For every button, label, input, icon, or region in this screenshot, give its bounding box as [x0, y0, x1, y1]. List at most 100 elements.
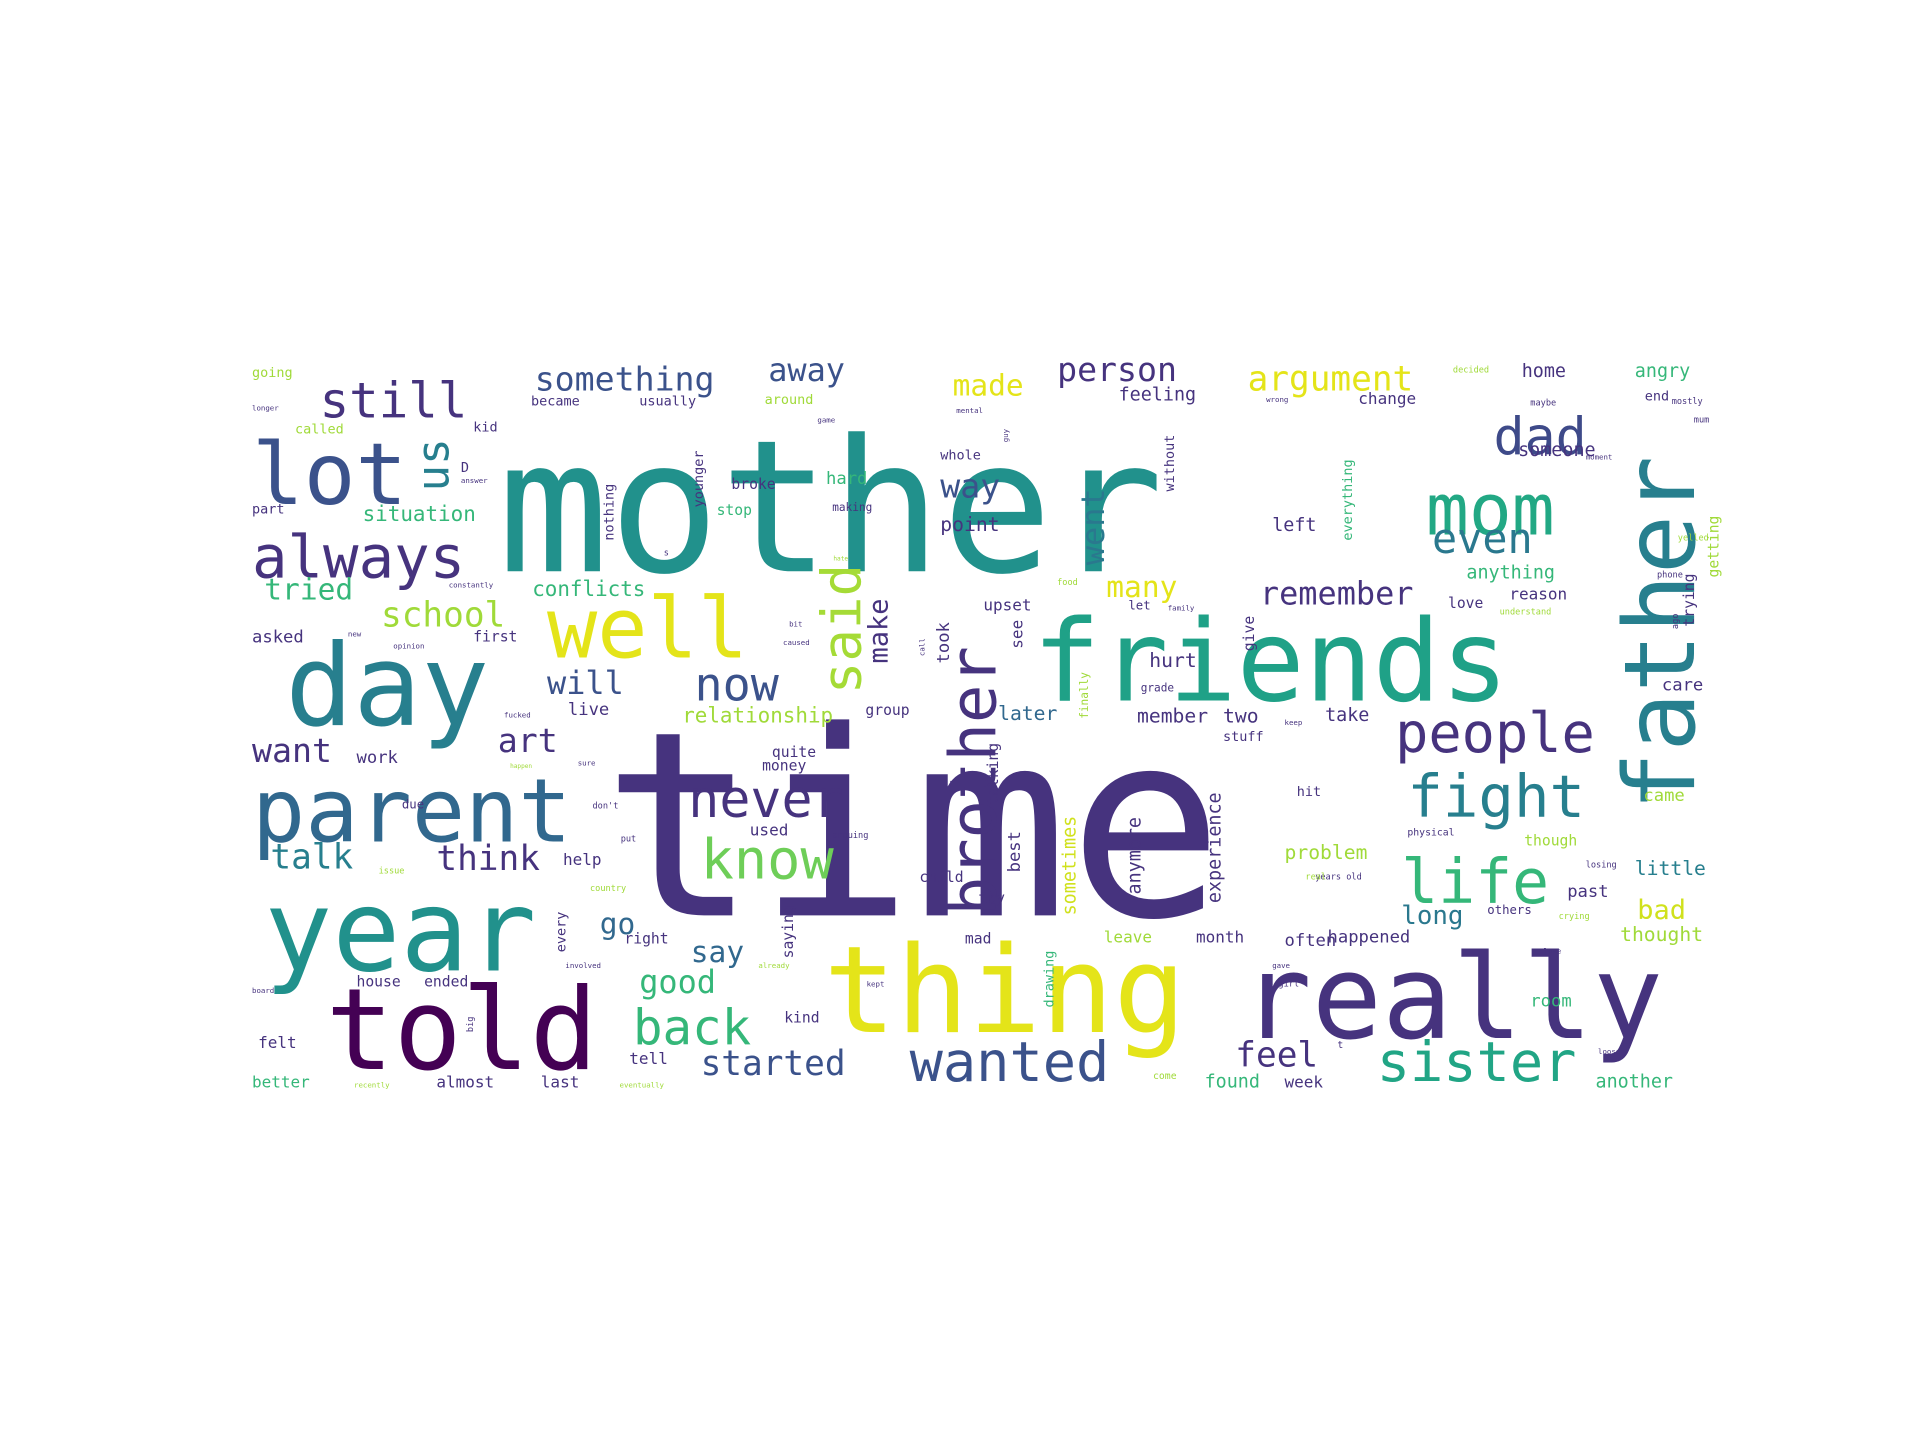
word-girl: girl: [1278, 980, 1299, 990]
word-losing: losing: [1586, 860, 1617, 870]
word-longer: longer: [252, 403, 279, 412]
word-see: see: [1008, 620, 1027, 649]
word-mostly: mostly: [1672, 397, 1703, 407]
word-maybe: maybe: [1530, 399, 1556, 409]
word-two: two: [1223, 705, 1259, 728]
word-last: last: [541, 1072, 580, 1091]
word-money: money: [762, 757, 806, 774]
word-now: now: [695, 658, 780, 712]
word-phone: phone: [1657, 571, 1683, 581]
word-found: found: [1205, 1071, 1260, 1092]
word-involved: involved: [565, 961, 601, 970]
word-nothing: nothing: [601, 484, 617, 541]
word-opinion: opinion: [393, 642, 424, 651]
word-leave: leave: [1104, 927, 1152, 946]
word-right: right: [624, 931, 668, 948]
word-finally: finally: [1078, 672, 1091, 719]
word-left: left: [1272, 515, 1316, 536]
word-problem: problem: [1285, 841, 1368, 864]
word-went: went: [1074, 488, 1112, 565]
word-dad: dad: [1494, 408, 1587, 468]
word-tell: tell: [629, 1049, 668, 1068]
word-want: want: [252, 731, 332, 770]
word-care: care: [1662, 676, 1703, 696]
word-past: past: [1567, 882, 1608, 902]
word-loose: loose: [1598, 1047, 1621, 1056]
word-good: good: [639, 963, 716, 1001]
word-try: try: [978, 890, 1005, 907]
word-make: make: [864, 598, 895, 663]
word-people: people: [1395, 702, 1595, 766]
word-lot: lot: [252, 425, 407, 525]
word-child: child: [919, 869, 963, 886]
word-always: always: [252, 523, 465, 592]
word-family: family: [1168, 604, 1195, 613]
word-even: even: [1432, 514, 1533, 563]
word-answer: answer: [461, 476, 488, 485]
word-best: best: [1005, 831, 1025, 872]
word-relationship: relationship: [682, 704, 833, 728]
word-put: put: [621, 835, 637, 845]
word-think: think: [436, 839, 540, 879]
word-conflicts: conflicts: [532, 577, 645, 601]
word-recently: recently: [354, 1080, 390, 1089]
word-often: often: [1285, 931, 1337, 951]
word-don-t: don't: [593, 802, 619, 812]
word-country: country: [590, 884, 626, 894]
word-guy: guy: [1001, 428, 1010, 442]
word-became: became: [531, 394, 580, 410]
word-yelled: yelled: [1678, 534, 1709, 544]
word-food: food: [1057, 578, 1078, 588]
word-group: group: [865, 702, 909, 719]
word-really: really: [1242, 930, 1664, 1066]
word-go: go: [600, 907, 636, 941]
word-decided: decided: [1453, 365, 1489, 375]
word-talk: talk: [270, 838, 353, 878]
word-hard: hard: [826, 469, 867, 489]
word-say: say: [691, 935, 744, 969]
word-stuff: stuff: [1223, 729, 1264, 745]
word-fight: fight: [1407, 762, 1585, 831]
word-something: something: [535, 360, 715, 399]
word-tried: tried: [264, 573, 353, 607]
word-situation: situation: [363, 502, 476, 526]
word-keep: keep: [1285, 718, 1303, 727]
word-friends: friends: [1033, 595, 1509, 727]
word-mother: mother: [498, 401, 1164, 615]
word-time: time: [602, 676, 1223, 976]
word-used: used: [750, 821, 789, 840]
word-day: day: [285, 620, 489, 752]
word-s: s: [664, 548, 669, 558]
word-never: never: [688, 770, 843, 830]
word-said: said: [810, 564, 873, 694]
word-house: house: [357, 974, 401, 991]
word-eventually: eventually: [620, 1080, 665, 1089]
word-younger: younger: [691, 450, 707, 507]
word-feel: feel: [1235, 1036, 1318, 1076]
word-caused: caused: [783, 638, 810, 647]
word-almost: almost: [436, 1072, 494, 1091]
word-every: every: [553, 912, 569, 953]
word-big: big: [466, 1017, 476, 1033]
word-gave: gave: [1272, 961, 1290, 970]
word-call: call: [917, 638, 926, 656]
word-bit: bit: [789, 620, 802, 629]
word-around: around: [765, 392, 814, 408]
word-sure: sure: [578, 759, 596, 768]
word-already: already: [758, 961, 790, 970]
word-going: going: [252, 365, 293, 381]
word-constantly: constantly: [449, 580, 494, 589]
word-someone: someone: [1518, 440, 1596, 461]
word-told: told: [326, 964, 598, 1096]
word-well: well: [547, 579, 748, 677]
word-experience: experience: [1205, 792, 1226, 903]
word-will: will: [547, 664, 624, 702]
word-little: little: [1635, 857, 1706, 880]
word-wrong: wrong: [1266, 395, 1288, 404]
word-took: took: [934, 621, 954, 663]
word-argument: argument: [1248, 360, 1414, 400]
word-angry: angry: [1635, 361, 1690, 382]
word-hit: hit: [1297, 784, 1321, 800]
word-making: making: [832, 501, 872, 514]
word-give: give: [1241, 616, 1258, 651]
